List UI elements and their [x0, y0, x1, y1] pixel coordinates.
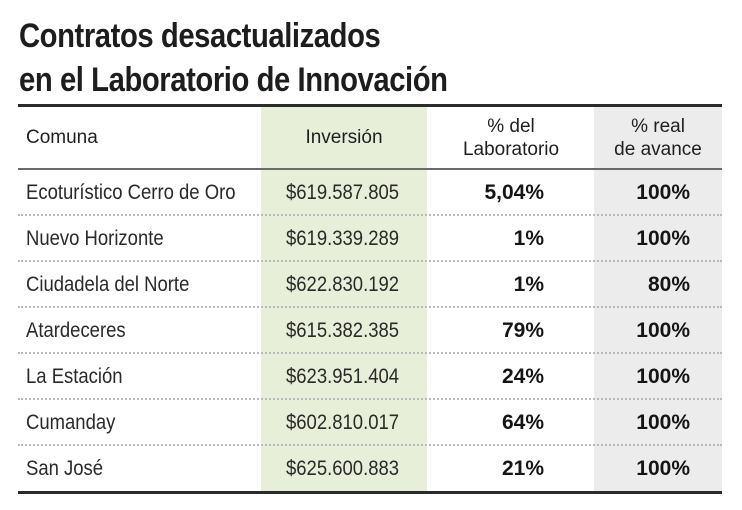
header-comuna: Comuna — [26, 127, 98, 148]
table-row: San José $625.600.883 21% 100% — [18, 446, 722, 492]
cell-laboratorio: 1% — [513, 227, 544, 250]
cell-inversion: $602.810.017 — [286, 411, 400, 434]
cell-real: 80% — [647, 273, 690, 296]
cell-comuna: Ciudadela del Norte — [26, 273, 190, 296]
cell-comuna: Cumanday — [26, 411, 116, 434]
table-bottom-rule — [18, 491, 722, 494]
cell-comuna: Atardeceres — [26, 319, 126, 342]
cell-comuna: San José — [26, 457, 104, 480]
cell-real: 100% — [636, 181, 690, 204]
cell-real: 100% — [636, 365, 690, 388]
table-top-rule — [18, 104, 722, 107]
cell-real: 100% — [636, 227, 690, 250]
header-real: % real de avance — [594, 107, 722, 168]
page-title: Contratos desactualizados en el Laborato… — [19, 14, 448, 102]
table-row: Nuevo Horizonte $619.339.289 1% 100% — [18, 216, 722, 262]
cell-laboratorio: 64% — [501, 411, 544, 434]
title-line-2: en el Laboratorio de Innovación — [19, 61, 448, 99]
cell-inversion: $622.830.192 — [286, 273, 400, 296]
cell-laboratorio: 24% — [501, 365, 544, 388]
cell-inversion: $625.600.883 — [286, 457, 400, 480]
row-separator — [18, 444, 722, 446]
header-real-line-2: de avance — [614, 138, 702, 160]
cell-inversion: $615.382.385 — [286, 319, 400, 342]
cell-comuna: Ecoturístico Cerro de Oro — [26, 181, 236, 204]
cell-real: 100% — [636, 457, 690, 480]
inversion-column-highlight — [261, 107, 427, 491]
cell-inversion: $619.339.289 — [286, 227, 400, 250]
header-laboratorio-line-1: % del — [487, 115, 535, 137]
header-laboratorio-line-2: Laboratorio — [462, 138, 560, 160]
cell-laboratorio: 79% — [501, 319, 544, 342]
header-rule — [18, 168, 722, 170]
table-row: Ecoturístico Cerro de Oro $619.587.805 5,0… — [18, 170, 722, 216]
header-inversion: Inversión — [305, 127, 383, 148]
table-row: La Estación $623.951.404 24% 100% — [18, 354, 722, 400]
cell-real: 100% — [636, 411, 690, 434]
row-separator — [18, 260, 722, 262]
cell-laboratorio: 21% — [501, 457, 544, 480]
table-row: Ciudadela del Norte $622.830.192 1% 80% — [18, 262, 722, 308]
cell-comuna: La Estación — [26, 365, 123, 388]
row-separator — [18, 306, 722, 308]
cell-real: 100% — [636, 319, 690, 342]
title-line-1: Contratos desactualizados — [19, 17, 381, 55]
row-separator — [18, 352, 722, 354]
header-laboratorio: % del Laboratorio — [428, 107, 594, 168]
cell-inversion: $623.951.404 — [286, 365, 400, 388]
cell-comuna: Nuevo Horizonte — [26, 227, 164, 250]
real-column-highlight — [594, 107, 722, 491]
cell-laboratorio: 1% — [513, 273, 544, 296]
table-row: Cumanday $602.810.017 64% 100% — [18, 400, 722, 446]
cell-laboratorio: 5,04% — [484, 181, 544, 204]
row-separator — [18, 214, 722, 216]
header-real-line-1: % real — [631, 115, 685, 137]
row-separator — [18, 398, 722, 400]
cell-inversion: $619.587.805 — [286, 181, 400, 204]
table-row: Atardeceres $615.382.385 79% 100% — [18, 308, 722, 354]
